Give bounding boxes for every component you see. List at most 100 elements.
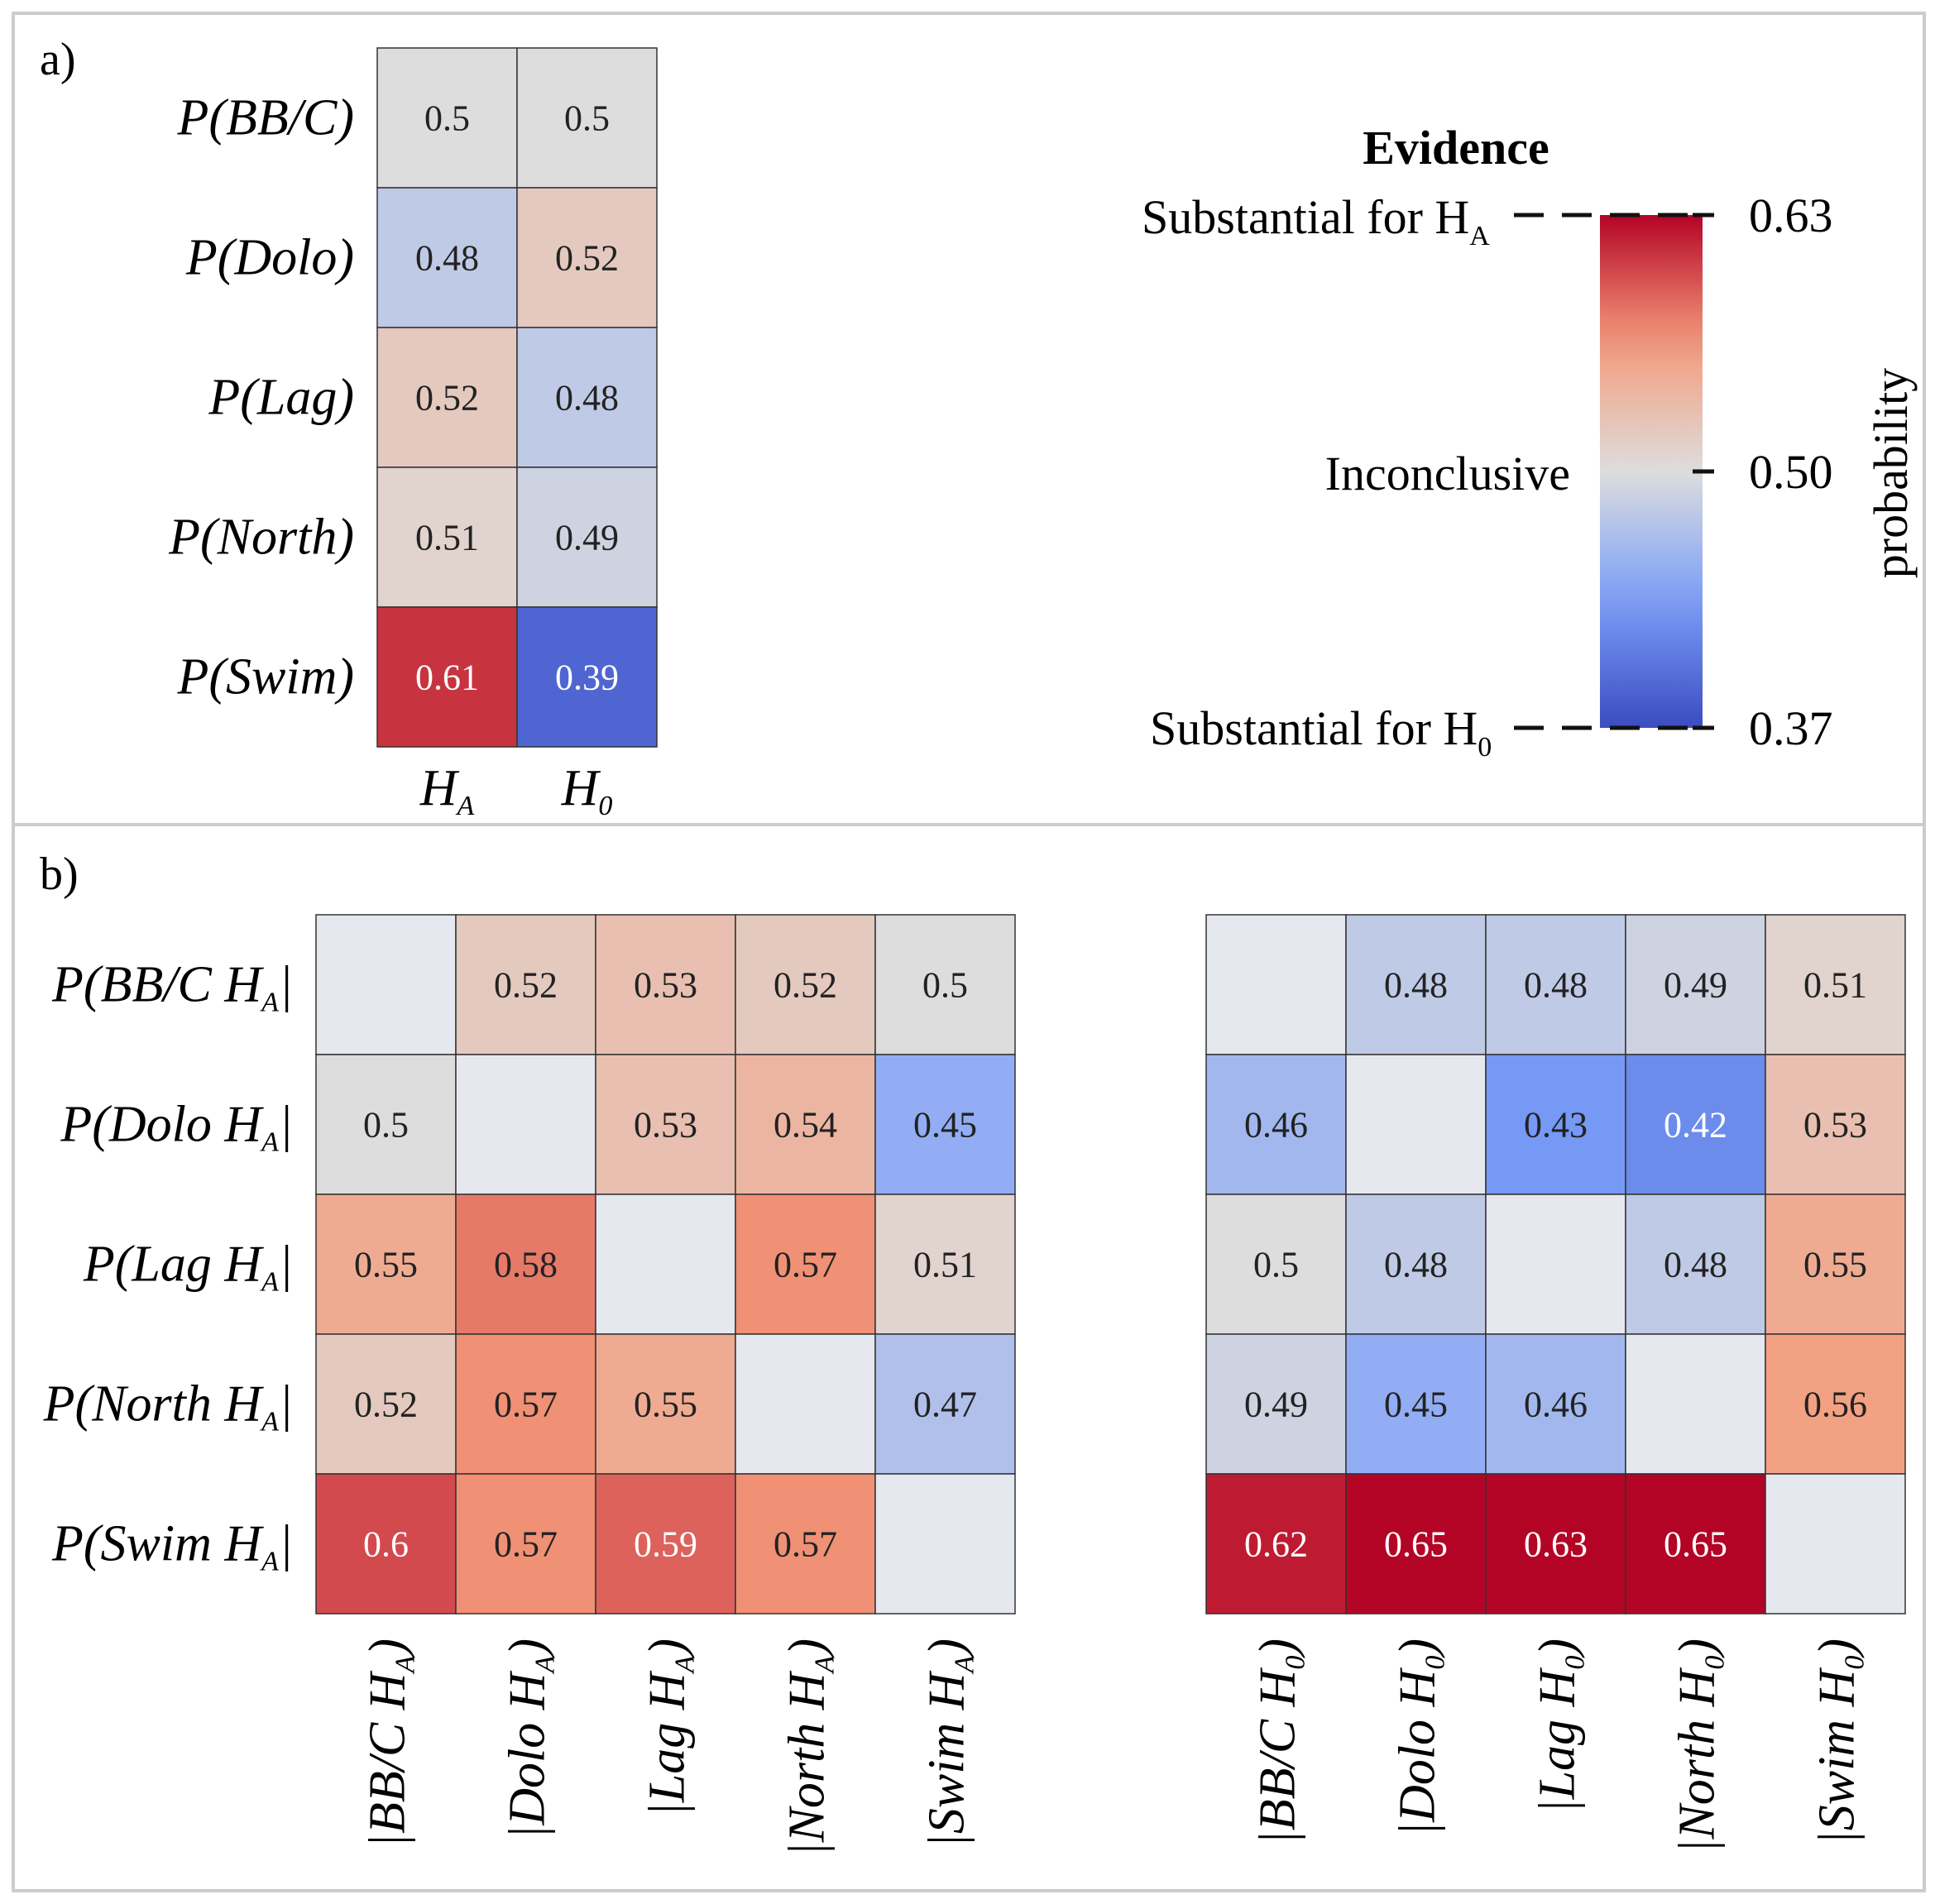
cell-value-label: 0.5 [424,98,470,139]
heatmap-cell [376,187,518,328]
cell-value-label: 0.65 [1664,1524,1727,1565]
row-label: P(Swim HA| [51,1516,293,1577]
heatmap-cell-diagonal [1625,1333,1766,1475]
cell-value-label: 0.46 [1244,1105,1308,1146]
cell-value-label: 0.48 [415,238,479,279]
heatmap-cell-diagonal [1485,1194,1626,1335]
column-label: |Dolo HA) [500,1638,561,1839]
cell-value-label: 0.51 [1803,965,1867,1006]
heatmap-cell [874,1333,1016,1475]
heatmap-cell [595,1054,736,1195]
cell-value-label: 0.39 [555,658,619,698]
cell-value-label: 0.51 [415,518,479,558]
cell-value-label: 0.52 [354,1385,418,1425]
heatmap-cell [874,1054,1016,1195]
panel-a-label: a) [40,34,76,85]
column-label: H0 [561,760,613,821]
column-label: HA [419,760,475,821]
cell-value-label: 0.57 [494,1524,558,1565]
heatmap-cell [1345,914,1487,1055]
cell-value-label: 0.53 [1803,1105,1867,1146]
heatmap-cell [516,187,658,328]
cell-value-label: 0.62 [1244,1524,1308,1565]
heatmap-cell [516,327,658,468]
heatmap-cell-diagonal [1205,914,1347,1055]
cell-value-label: 0.6 [363,1524,409,1565]
row-label: P(BB/C HA| [51,957,293,1018]
heatmap-cell [376,327,518,468]
row-label: P(North) [168,509,354,566]
column-label: |Swim H0) [1809,1638,1870,1844]
heatmap-b-left: 0.52 0.53 0.52 0.5 0.5 0.53 0.54 0.45 0.55 0.58 0.… [43,914,1016,1856]
heatmap-cell [1625,1473,1766,1615]
heatmap-cell [1345,1194,1487,1335]
column-label: |Dolo H0) [1390,1638,1451,1836]
colorbar-tick-label: 0.63 [1749,189,1833,242]
heatmap-cell [874,1194,1016,1335]
heatmap-cell [376,47,518,189]
heatmap-cell [1765,1054,1906,1195]
cell-value-label: 0.45 [913,1105,977,1146]
heatmap-a: 0.5 0.5 0.48 0.52 0.52 0.48 0.51 0.49 0.61 0.39 P(… [168,47,658,821]
colorbar-middle-annotation: Inconclusive [1325,447,1570,500]
heatmap-cell [315,1054,457,1195]
heatmap-cell [735,914,876,1055]
heatmap-cell-diagonal [595,1194,736,1335]
heatmap-b-right: 0.48 0.48 0.49 0.51 0.46 0.43 0.42 0.53 0.5 0.48 0… [1205,914,1906,1854]
cell-value-label: 0.5 [564,98,610,139]
row-label: P(North HA| [43,1376,293,1438]
cell-value-label: 0.48 [555,378,619,419]
row-label: P(Dolo HA| [60,1097,293,1158]
heatmap-cell [595,1473,736,1615]
cell-value-label: 0.55 [634,1385,697,1425]
cell-value-label: 0.52 [494,965,558,1006]
colorbar-tick-label: 0.37 [1749,701,1833,755]
heatmap-cell [1205,1333,1347,1475]
cell-value-label: 0.49 [1244,1385,1308,1425]
cell-value-label: 0.45 [1384,1385,1448,1425]
heatmap-cell-diagonal [735,1333,876,1475]
cell-value-label: 0.61 [415,658,479,698]
panel-b-label: b) [40,849,79,900]
cell-value-label: 0.53 [634,965,697,1006]
heatmap-cell [1485,914,1626,1055]
cell-value-label: 0.65 [1384,1524,1448,1565]
row-label: P(Lag) [208,370,354,426]
colorbar-title: Evidence [1363,121,1549,175]
row-label: P(Lag HA| [83,1237,293,1298]
heatmap-cell [735,1194,876,1335]
cell-value-label: 0.49 [1664,965,1727,1006]
cell-value-label: 0.48 [1384,965,1448,1006]
heatmap-cell [1485,1473,1626,1615]
column-label: |Swim HA) [919,1638,980,1848]
heatmap-cell [1625,1054,1766,1195]
row-label: P(Swim) [176,649,354,706]
heatmap-cell [874,914,1016,1055]
heatmap-cell [516,606,658,748]
heatmap-cell-diagonal [1765,1473,1906,1615]
cell-value-label: 0.46 [1524,1385,1588,1425]
cell-value-label: 0.63 [1524,1524,1588,1565]
cell-value-label: 0.57 [494,1385,558,1425]
cell-value-label: 0.57 [774,1524,837,1565]
heatmap-cell [595,1333,736,1475]
cell-value-label: 0.42 [1664,1105,1727,1146]
panel-b-frame [12,823,1926,1892]
heatmap-cell [315,1194,457,1335]
heatmap-cell [516,466,658,608]
cell-value-label: 0.55 [1803,1245,1867,1285]
heatmap-cell [455,914,596,1055]
column-label: |Lag H0) [1530,1638,1591,1813]
cell-value-label: 0.48 [1664,1245,1727,1285]
heatmap-cell [1205,1473,1347,1615]
cell-value-label: 0.54 [774,1105,837,1146]
heatmap-cell [376,466,518,608]
colorbar-top-annotation: Substantial for HA [1142,190,1490,251]
heatmap-cell-diagonal [1345,1054,1487,1195]
cell-value-label: 0.52 [555,238,619,279]
row-label: P(BB/C) [177,90,355,146]
cell-value-label: 0.51 [913,1245,977,1285]
row-label: P(Dolo) [185,230,354,286]
cell-value-label: 0.47 [913,1385,977,1425]
